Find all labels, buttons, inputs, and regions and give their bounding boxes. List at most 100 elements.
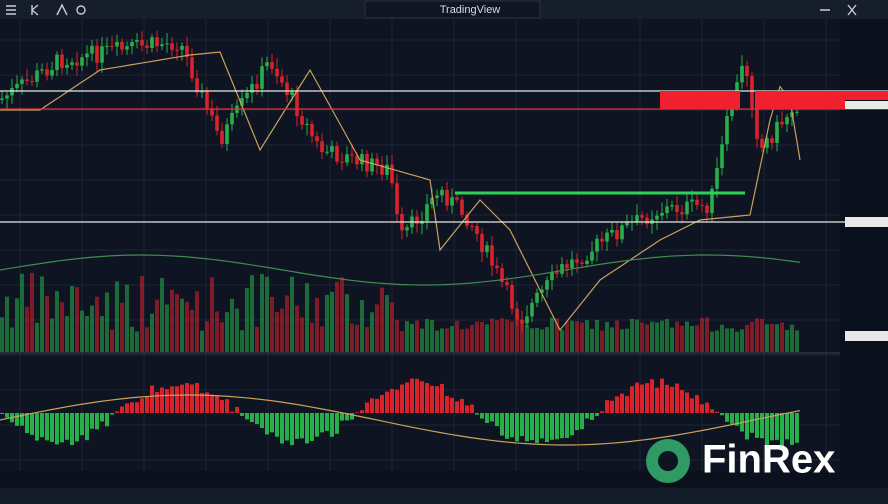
volume-bar bbox=[85, 315, 89, 352]
candle bbox=[390, 164, 394, 184]
volume-bar bbox=[115, 281, 119, 352]
histogram-bar bbox=[690, 398, 694, 413]
volume-bar bbox=[15, 298, 19, 352]
histogram-bar bbox=[780, 413, 784, 446]
histogram-bar bbox=[415, 378, 419, 413]
histogram-bar bbox=[150, 385, 154, 413]
volume-bar bbox=[735, 331, 739, 352]
volume-bar bbox=[730, 328, 734, 352]
candle bbox=[205, 90, 209, 109]
histogram-bar bbox=[460, 399, 464, 413]
candle bbox=[605, 232, 609, 242]
histogram-bar bbox=[215, 395, 219, 413]
histogram-bar bbox=[15, 413, 19, 426]
volume-bar bbox=[470, 324, 474, 352]
histogram-bar bbox=[400, 384, 404, 413]
histogram-bar bbox=[325, 413, 329, 431]
histogram-bar bbox=[40, 413, 44, 438]
window-icons[interactable] bbox=[820, 4, 857, 16]
candle bbox=[750, 76, 754, 110]
histogram-bar bbox=[655, 387, 659, 413]
candle bbox=[225, 124, 229, 144]
candle bbox=[705, 205, 709, 214]
candle bbox=[75, 62, 79, 66]
candle bbox=[150, 37, 154, 49]
candle bbox=[680, 212, 684, 215]
candle bbox=[190, 57, 194, 79]
volume-bar bbox=[725, 328, 729, 352]
candle bbox=[340, 161, 344, 163]
volume-bar bbox=[90, 305, 94, 352]
candle bbox=[760, 138, 764, 148]
volume-bar bbox=[335, 281, 339, 352]
volume-bar bbox=[505, 319, 509, 352]
volume-bar bbox=[150, 313, 154, 352]
volume-bar bbox=[720, 324, 724, 352]
histogram-bar bbox=[735, 413, 739, 426]
histogram-bar bbox=[240, 413, 244, 416]
volume-bar bbox=[375, 304, 379, 352]
candle bbox=[350, 154, 354, 156]
volume-bar bbox=[555, 318, 559, 352]
histogram-bar bbox=[575, 413, 579, 431]
toolbar-icons[interactable] bbox=[6, 3, 857, 16]
candle bbox=[615, 229, 619, 240]
volume-bar bbox=[50, 318, 54, 352]
volume-bar bbox=[5, 296, 9, 352]
histogram-bar bbox=[315, 413, 319, 437]
menu-icon[interactable] bbox=[6, 5, 16, 15]
volume-bar bbox=[215, 311, 219, 352]
volume-bar bbox=[60, 302, 64, 352]
volume-bar bbox=[125, 284, 129, 352]
volume-bar bbox=[765, 324, 769, 352]
candle bbox=[780, 121, 784, 125]
histogram-bar bbox=[695, 395, 699, 413]
title-box bbox=[364, 0, 541, 19]
volume-bar bbox=[360, 300, 364, 352]
histogram-bar bbox=[730, 413, 734, 424]
candle bbox=[80, 57, 84, 66]
candle bbox=[540, 289, 544, 293]
volume-bar bbox=[635, 319, 639, 352]
candle bbox=[470, 225, 474, 227]
volume-bar bbox=[490, 318, 494, 352]
app-title: TradingView bbox=[440, 4, 501, 16]
volume-bar bbox=[500, 318, 504, 352]
candle bbox=[90, 45, 94, 54]
candle bbox=[105, 45, 109, 47]
candle bbox=[335, 146, 339, 162]
candle bbox=[745, 65, 749, 77]
volume-bar bbox=[640, 322, 644, 352]
volume-bar bbox=[380, 287, 384, 352]
histogram-bar bbox=[200, 392, 204, 413]
candle bbox=[85, 53, 89, 58]
volume-bar bbox=[195, 291, 199, 352]
histogram-bar bbox=[80, 413, 84, 436]
volume-bar bbox=[485, 324, 489, 352]
histogram-bar bbox=[785, 413, 789, 440]
candle bbox=[15, 83, 19, 89]
histogram-bar bbox=[105, 413, 109, 427]
histogram-bar bbox=[65, 413, 69, 440]
volume-bar bbox=[420, 328, 424, 352]
settings-icon[interactable] bbox=[76, 5, 86, 15]
histogram-bar bbox=[565, 413, 569, 438]
candle bbox=[770, 138, 774, 143]
histogram-bar bbox=[475, 413, 479, 415]
histogram-bar bbox=[490, 413, 494, 422]
candle bbox=[555, 272, 559, 274]
candle bbox=[10, 88, 14, 96]
candle bbox=[565, 264, 569, 269]
candle bbox=[505, 281, 509, 286]
histogram-bar bbox=[680, 390, 684, 413]
histogram-bar bbox=[450, 397, 454, 413]
histogram-bar bbox=[480, 413, 484, 419]
candle bbox=[165, 43, 169, 45]
cursor-icon[interactable] bbox=[31, 4, 39, 16]
volume-bar bbox=[610, 327, 614, 352]
candle bbox=[160, 44, 164, 47]
candle bbox=[110, 45, 114, 47]
histogram-bar bbox=[710, 409, 714, 413]
draw-icon[interactable] bbox=[56, 3, 68, 16]
candle bbox=[230, 112, 234, 125]
